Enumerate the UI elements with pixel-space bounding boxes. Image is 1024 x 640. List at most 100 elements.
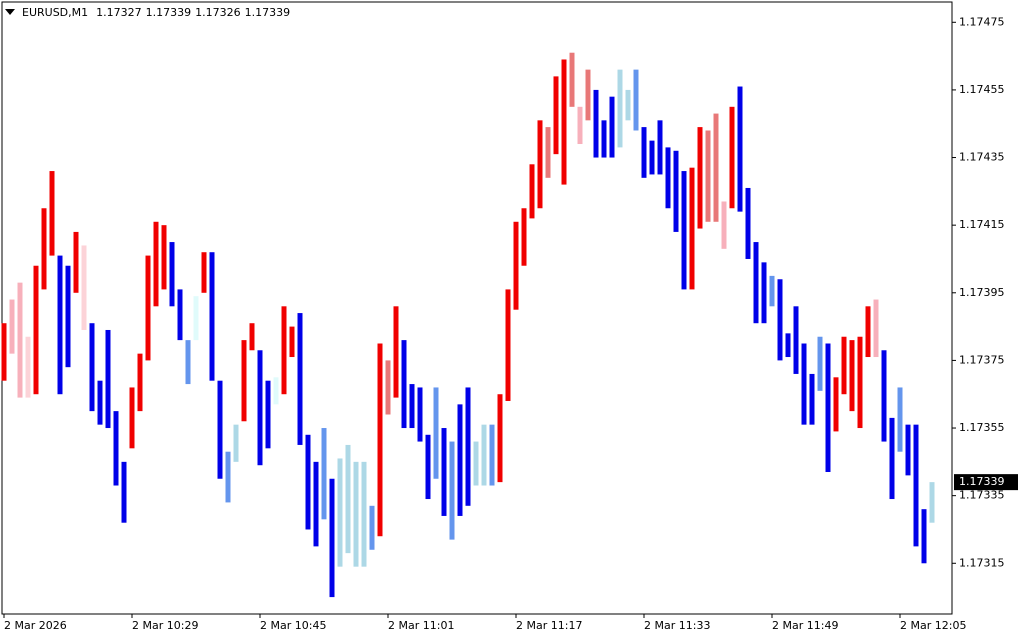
price-bar — [473, 441, 479, 486]
price-bar — [569, 52, 575, 107]
price-bar — [369, 505, 375, 550]
price-bar — [673, 150, 679, 232]
price-bar — [617, 69, 623, 148]
y-tick-label: 1.17375 — [959, 353, 1005, 366]
price-bar — [353, 461, 359, 567]
x-tick-label: 2 Mar 2026 — [4, 619, 67, 632]
price-bar — [417, 387, 423, 442]
price-bar — [225, 451, 231, 503]
price-bar — [449, 441, 455, 540]
price-bar — [489, 424, 495, 486]
price-bar — [801, 343, 807, 425]
plot-frame — [1, 1, 953, 615]
price-bar — [233, 424, 239, 462]
price-bar — [329, 478, 335, 598]
price-bar — [545, 127, 551, 178]
price-bar — [73, 231, 79, 293]
price-bar — [889, 417, 895, 500]
price-bar — [481, 424, 487, 486]
price-bar — [505, 289, 511, 401]
y-tick-label: 1.17435 — [959, 151, 1005, 164]
price-bar — [425, 434, 431, 500]
x-tick-label: 2 Mar 10:45 — [260, 619, 326, 632]
price-bar — [169, 242, 175, 307]
price-bar — [561, 59, 567, 185]
low-price: 1.17326 — [195, 6, 241, 19]
chart-header: EURUSD,M1 1.17327 1.17339 1.17326 1.17339 — [22, 6, 290, 19]
price-bar — [513, 221, 519, 310]
price-bar — [913, 424, 919, 547]
price-bar — [201, 252, 207, 293]
price-bar — [777, 279, 783, 361]
price-bar — [25, 336, 31, 398]
price-bar — [745, 187, 751, 259]
x-tick-label: 2 Mar 11:33 — [644, 619, 710, 632]
price-bar — [929, 482, 935, 523]
price-bar — [41, 208, 47, 290]
price-bar — [873, 299, 879, 358]
symbol: EURUSD,M1 — [22, 6, 88, 19]
price-bar — [905, 424, 911, 476]
close-price: 1.17339 — [245, 6, 291, 19]
price-bar — [793, 306, 799, 374]
price-bar — [737, 86, 743, 212]
y-tick-label: 1.17355 — [959, 421, 1005, 434]
price-bar — [497, 394, 503, 483]
price-bar — [705, 130, 711, 222]
price-bar — [1, 323, 7, 381]
price-bar — [137, 353, 143, 412]
price-bar — [313, 461, 319, 547]
price-bar — [681, 171, 687, 290]
price-bar — [825, 343, 831, 472]
price-bar — [121, 461, 127, 523]
price-bar — [593, 89, 599, 158]
price-bar — [249, 323, 255, 351]
price-bar — [257, 350, 263, 466]
y-tick-label: 1.17335 — [959, 489, 1005, 502]
price-bar — [729, 106, 735, 209]
y-tick-label: 1.17455 — [959, 83, 1005, 96]
price-bar — [393, 306, 399, 398]
menu-triangle[interactable] — [5, 9, 15, 15]
price-bar — [97, 380, 103, 425]
price-bar — [849, 340, 855, 412]
price-bar — [337, 458, 343, 567]
price-bar — [217, 380, 223, 479]
open-price: 1.17327 — [96, 6, 142, 19]
price-bar — [289, 326, 295, 358]
y-tick-label: 1.17475 — [959, 15, 1005, 28]
price-bar — [713, 113, 719, 222]
price-bar — [921, 509, 927, 564]
price-bar — [753, 242, 759, 324]
price-bar — [721, 201, 727, 249]
price-bar — [433, 387, 439, 479]
price-bar — [185, 340, 191, 385]
price-bar — [841, 336, 847, 395]
price-bar — [105, 329, 111, 429]
y-tick-label: 1.17395 — [959, 286, 1005, 299]
price-bar — [377, 343, 383, 537]
price-bar — [265, 380, 271, 449]
price-bar — [641, 127, 647, 178]
price-bar — [305, 434, 311, 530]
price-bar — [345, 444, 351, 554]
price-bar — [161, 225, 167, 290]
price-bar — [817, 336, 823, 391]
price-bar — [281, 306, 287, 395]
price-bar — [857, 336, 863, 429]
price-bar — [209, 252, 215, 381]
price-bar — [585, 69, 591, 121]
price-bar — [89, 323, 95, 412]
price-bar — [537, 120, 543, 209]
price-bar — [785, 333, 791, 358]
price-bar — [33, 265, 39, 395]
price-bar — [441, 428, 447, 516]
price-bar — [113, 411, 119, 486]
x-tick-label: 2 Mar 10:29 — [132, 619, 198, 632]
last-price-box — [954, 474, 1018, 491]
price-bar — [665, 147, 671, 209]
price-bar — [649, 140, 655, 175]
price-bar — [457, 404, 463, 516]
